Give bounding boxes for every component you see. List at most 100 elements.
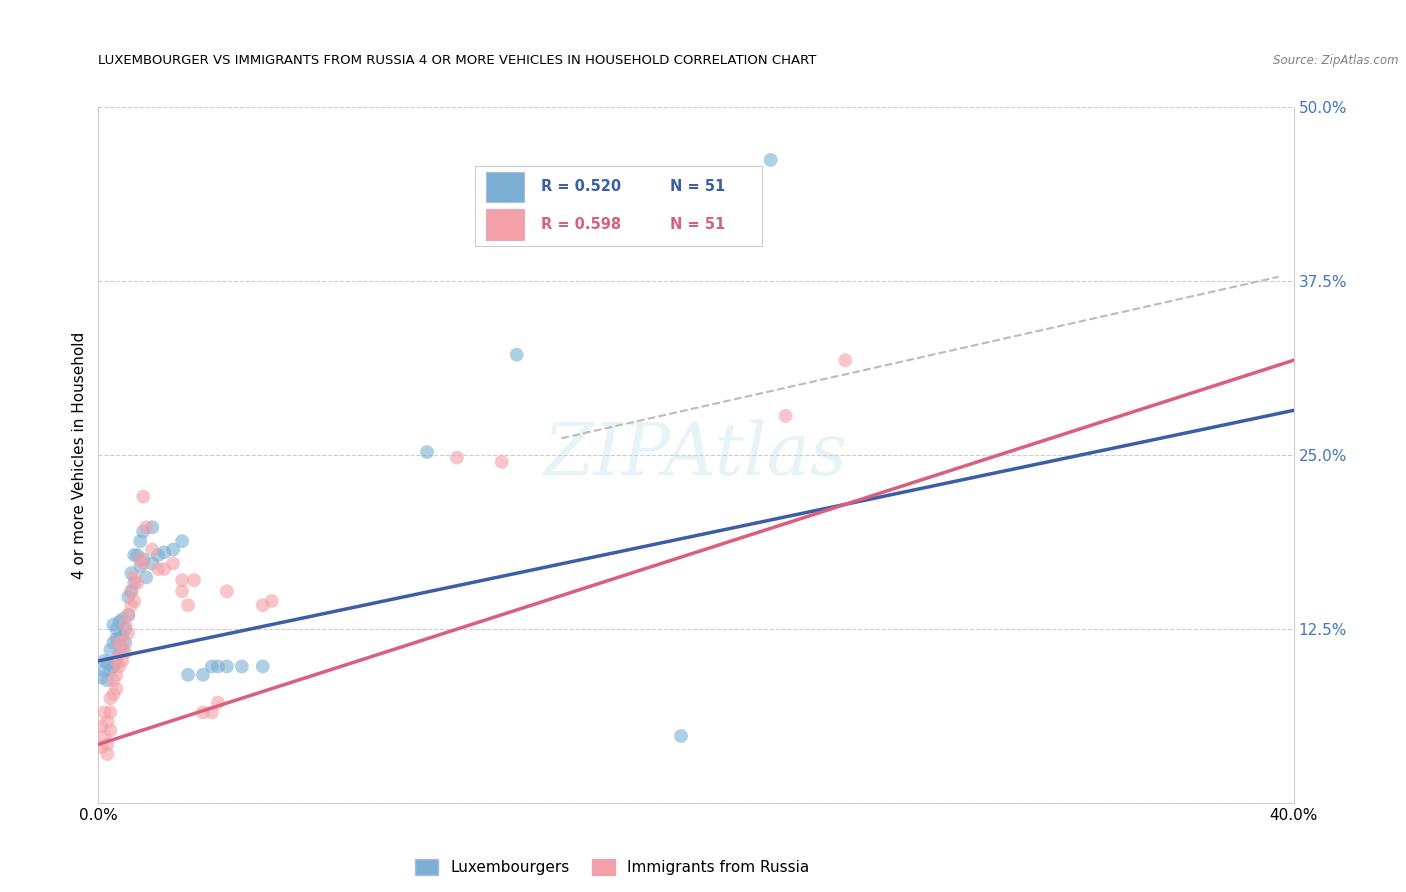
Point [153,545,176,559]
Point [207,696,229,710]
Point [775,409,797,423]
Point [98,723,122,738]
Point [183,573,205,587]
Point [124,576,146,591]
Point [96,673,118,688]
Point [117,607,139,622]
Point [141,542,163,557]
Point [111,629,134,643]
Point [98,691,122,706]
Point [191,706,214,720]
Point [105,667,128,681]
Point [108,632,131,646]
Point [105,622,128,636]
Point [132,557,155,571]
Point [103,659,125,673]
Point [132,524,155,539]
Point [103,673,125,688]
Point [141,520,163,534]
Point [124,594,146,608]
Point [124,548,146,562]
Point [129,534,152,549]
Point [103,617,125,632]
Point [610,222,633,236]
Point [129,559,152,574]
Point [172,584,194,599]
Point [111,642,134,657]
Point [215,659,238,673]
Point [135,570,157,584]
Point [252,598,274,612]
Point [114,622,136,636]
Point [162,557,184,571]
Point [759,153,782,167]
Y-axis label: 4 or more Vehicles in Household: 4 or more Vehicles in Household [72,331,87,579]
Point [148,562,170,576]
Point [96,747,118,761]
Point [127,576,149,591]
Point [105,632,128,646]
Point [124,570,146,584]
Point [96,737,118,751]
Point [90,740,112,755]
Point [416,445,439,459]
Point [506,348,529,362]
Legend: Luxembourgers, Immigrants from Russia: Luxembourgers, Immigrants from Russia [415,859,810,875]
Text: LUXEMBOURGER VS IMMIGRANTS FROM RUSSIA 4 OR MORE VEHICLES IN HOUSEHOLD CORRELATI: LUXEMBOURGER VS IMMIGRANTS FROM RUSSIA 4… [98,54,817,67]
Point [491,455,513,469]
Point [446,450,468,465]
Point [108,615,131,629]
Point [93,706,115,720]
Point [162,542,184,557]
Point [96,715,118,730]
Point [252,659,274,673]
Text: ZIPAtlas: ZIPAtlas [544,419,848,491]
Point [103,687,125,701]
Point [201,659,224,673]
Point [108,646,131,660]
Point [172,534,194,549]
Point [111,636,134,650]
Point [120,584,142,599]
Point [117,607,139,622]
Point [108,646,131,660]
Point [231,659,253,673]
Point [90,671,112,685]
Point [108,659,131,673]
Point [132,552,155,566]
Point [127,548,149,562]
Point [114,636,136,650]
Point [103,636,125,650]
Point [98,664,122,678]
Point [120,598,142,612]
Point [111,612,134,626]
Point [215,584,238,599]
Point [117,590,139,604]
Point [98,706,122,720]
Point [207,659,229,673]
Point [669,729,692,743]
Point [260,594,283,608]
Point [148,548,170,562]
Point [153,562,176,576]
Point [114,617,136,632]
Point [191,667,214,681]
Point [117,626,139,640]
Point [177,667,200,681]
Point [96,657,118,671]
Point [90,719,112,733]
Point [177,598,200,612]
Point [98,642,122,657]
Point [105,654,128,668]
Point [114,646,136,660]
Point [132,490,155,504]
Point [834,353,856,368]
Point [108,636,131,650]
Point [93,664,115,678]
Point [93,729,115,743]
Point [135,520,157,534]
Point [172,573,194,587]
Point [105,657,128,671]
Point [93,654,115,668]
Point [129,552,152,566]
